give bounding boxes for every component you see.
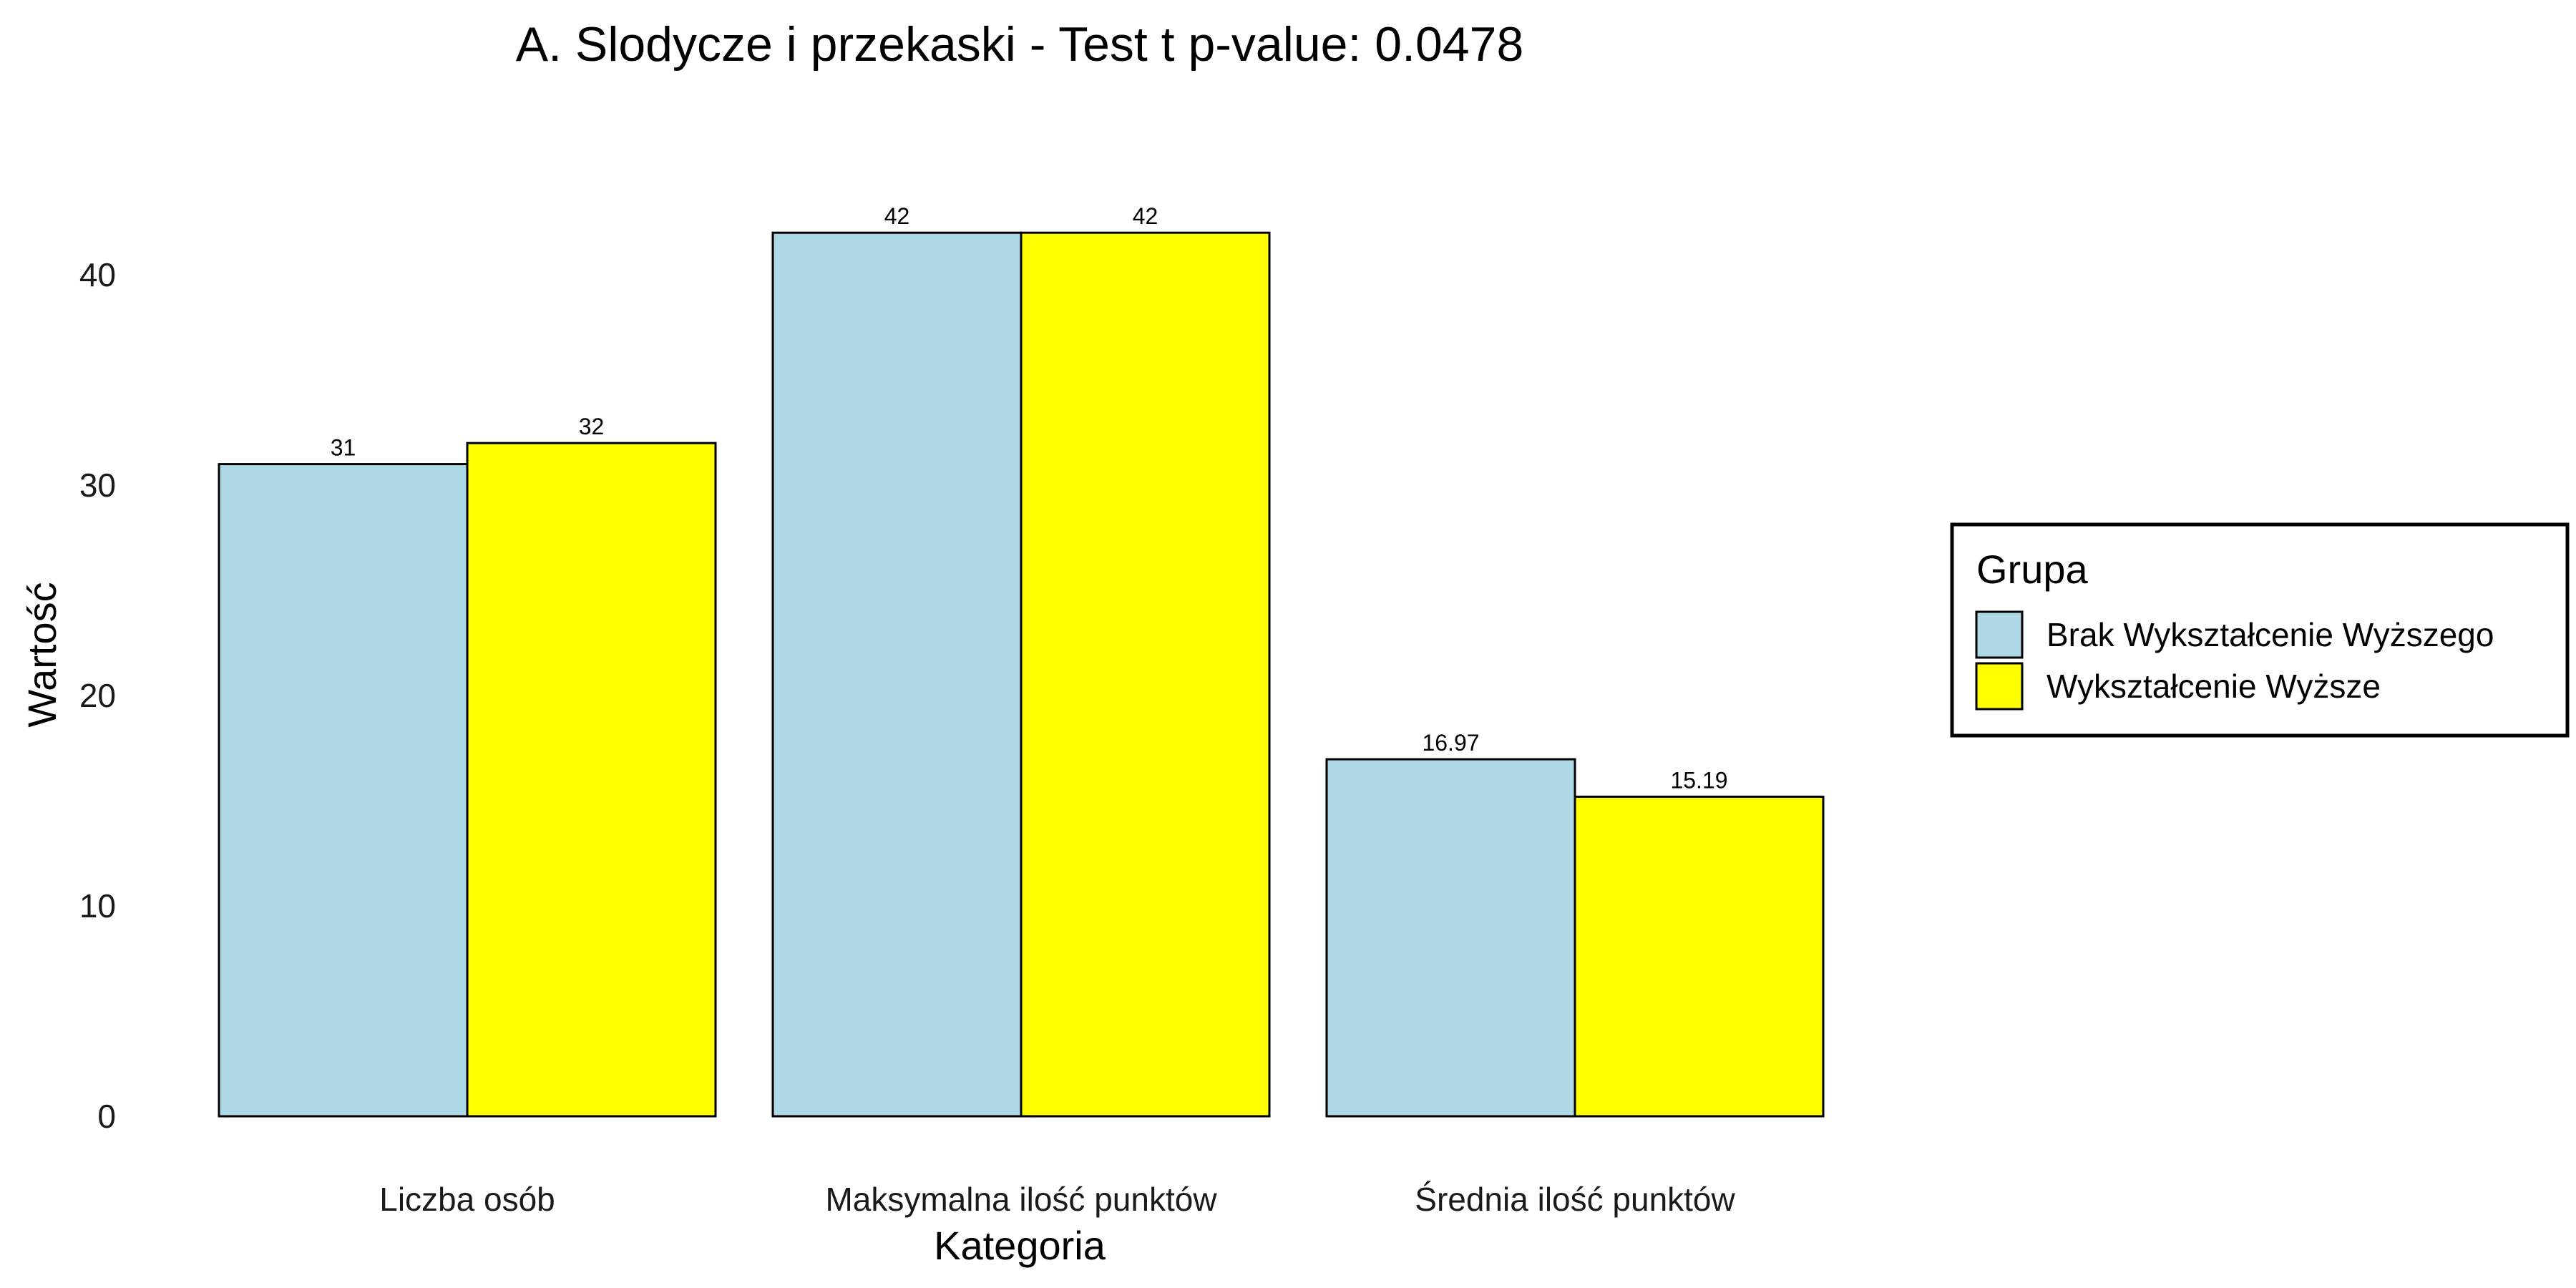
y-tick-label: 10	[79, 887, 116, 924]
y-tick-label: 30	[79, 467, 116, 504]
legend-items: Brak Wykształcenie Wyższego Wykształcenie…	[1975, 610, 2494, 711]
x-tick-label: Maksymalna ilość punktów	[825, 1181, 1217, 1218]
x-tick-label: Średnia ilość punktów	[1415, 1181, 1735, 1218]
y-tick-label: 0	[97, 1098, 116, 1135]
bar-value-label: 16.97	[1422, 730, 1479, 756]
bar-value-label: 42	[1133, 203, 1158, 229]
bar	[1574, 795, 1825, 1118]
bar	[1020, 231, 1271, 1118]
bar	[1325, 758, 1576, 1118]
legend-label: Wykształcenie Wyższe	[2046, 668, 2381, 705]
x-axis-title: Kategoria	[934, 1223, 1106, 1268]
legend-label: Brak Wykształcenie Wyższego	[2046, 616, 2494, 653]
bar-value-labels: 31 42 16.97 32 42 15.19	[331, 203, 1728, 793]
bar-value-label: 42	[884, 203, 910, 229]
y-axis-title: Wartość	[19, 582, 64, 727]
legend: Grupa Brak Wykształcenie Wyższego Wykszta…	[1950, 522, 2570, 738]
chart-title: A. Slodycze i przekaski - Test t p-value…	[516, 17, 1524, 72]
legend-box	[1950, 522, 2570, 738]
legend-swatch	[1975, 662, 2024, 711]
y-tick-label: 40	[79, 256, 116, 293]
bars-group	[218, 231, 1825, 1118]
legend-swatch	[1975, 610, 2024, 659]
x-tick-label: Liczba osób	[379, 1181, 555, 1218]
y-tick-label: 20	[79, 677, 116, 714]
bar-value-label: 31	[331, 435, 356, 461]
bar-value-label: 32	[579, 414, 605, 439]
bar	[771, 231, 1023, 1118]
x-axis-ticks: Liczba osób Maksymalna ilość punktów Średn…	[379, 1181, 1735, 1218]
legend-title: Grupa	[1976, 547, 2088, 592]
bar	[218, 463, 469, 1118]
bar	[466, 441, 717, 1118]
y-axis-ticks: 0 10 20 30 40	[79, 256, 116, 1135]
bar-value-label: 15.19	[1670, 767, 1727, 793]
